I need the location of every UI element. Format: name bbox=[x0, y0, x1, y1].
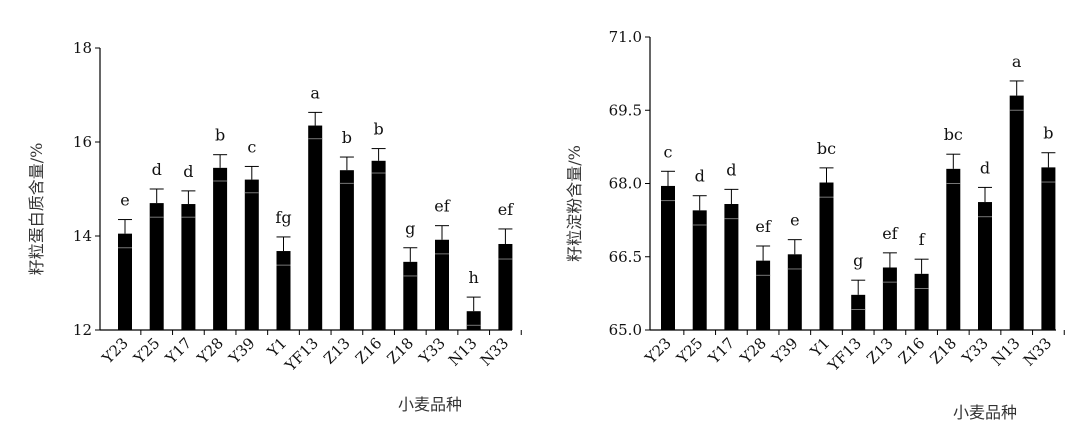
x-category-label: Z16 bbox=[895, 334, 929, 368]
significance-letter: a bbox=[1012, 52, 1022, 71]
y-tick-label: 71.0 bbox=[609, 28, 642, 46]
bar bbox=[978, 202, 992, 330]
significance-letter: e bbox=[790, 211, 799, 230]
bar bbox=[435, 239, 449, 330]
x-category-label: N33 bbox=[1020, 334, 1056, 370]
significance-letter: b bbox=[215, 126, 225, 145]
significance-letter: b bbox=[342, 128, 352, 147]
bar bbox=[371, 160, 386, 330]
significance-letter: bc bbox=[817, 139, 836, 158]
y-axis-title: 籽粒淀粉含量/% bbox=[565, 145, 584, 262]
bar bbox=[692, 210, 707, 330]
x-category-label: Y23 bbox=[98, 334, 132, 368]
y-tick-label: 18 bbox=[73, 39, 92, 57]
y-tick-label: 14 bbox=[73, 227, 92, 245]
bar bbox=[339, 170, 354, 330]
significance-letter: ef bbox=[434, 197, 450, 216]
y-tick-label: 69.5 bbox=[609, 101, 642, 119]
significance-letter: e bbox=[120, 191, 129, 210]
bar bbox=[498, 243, 513, 330]
bar bbox=[118, 233, 132, 330]
significance-letter: ef bbox=[755, 217, 771, 236]
significance-letter: d bbox=[152, 160, 162, 179]
significance-letter: g bbox=[405, 219, 415, 238]
y-tick-label: 65.0 bbox=[609, 321, 642, 339]
significance-letter: g bbox=[853, 251, 863, 270]
x-category-label: Z18 bbox=[927, 334, 961, 368]
x-category-label: Y25 bbox=[130, 334, 164, 368]
y-tick-label: 16 bbox=[73, 133, 92, 151]
bar bbox=[244, 179, 259, 330]
x-category-label: Z13 bbox=[320, 334, 354, 368]
significance-letter: f bbox=[919, 230, 926, 249]
protein-content-chart: 12 14 16 18 籽粒蛋白质含量/% e Y23 d Y25 d Y17 b Y28 c Y39 fg Y… bbox=[27, 39, 522, 414]
x-category-label: Y39 bbox=[768, 334, 802, 368]
bar bbox=[466, 311, 481, 330]
x-category-label: Z18 bbox=[384, 334, 418, 368]
significance-letter: b bbox=[1043, 124, 1053, 143]
x-category-label: Y28 bbox=[193, 334, 227, 368]
significance-letter: ef bbox=[498, 200, 514, 219]
significance-letter: d bbox=[726, 160, 736, 179]
significance-letter: ef bbox=[882, 224, 898, 243]
x-category-label: N13 bbox=[445, 334, 481, 370]
bar bbox=[946, 168, 961, 330]
significance-letter: c bbox=[664, 142, 673, 161]
x-category-label: Y17 bbox=[704, 334, 738, 368]
significance-letter: d bbox=[183, 162, 193, 181]
x-axis-title: 小麦品种 bbox=[953, 403, 1017, 422]
x-category-label: YF13 bbox=[824, 334, 865, 375]
x-category-label: N33 bbox=[477, 334, 513, 370]
x-category-label: Y33 bbox=[958, 334, 992, 368]
y-axis-title: 籽粒蛋白质含量/% bbox=[27, 143, 46, 276]
significance-letter: a bbox=[310, 83, 320, 102]
x-category-label: Y25 bbox=[673, 334, 707, 368]
x-category-label: Y33 bbox=[415, 334, 449, 368]
bar bbox=[914, 273, 929, 330]
x-category-label: Y39 bbox=[225, 334, 259, 368]
bar bbox=[661, 185, 675, 330]
bar bbox=[149, 203, 164, 330]
significance-letter: b bbox=[373, 120, 383, 139]
significance-letter: d bbox=[695, 167, 705, 186]
x-category-label: Z13 bbox=[863, 334, 897, 368]
bar bbox=[756, 260, 771, 330]
x-category-label: Y28 bbox=[736, 334, 770, 368]
significance-letter: d bbox=[980, 158, 990, 177]
x-category-label: N13 bbox=[988, 334, 1024, 370]
x-category-label: Y17 bbox=[161, 334, 195, 368]
y-tick-label: 66.5 bbox=[609, 248, 642, 266]
bar bbox=[724, 204, 739, 330]
x-axis-title: 小麦品种 bbox=[398, 395, 462, 414]
y-tick-label: 68.0 bbox=[609, 175, 642, 193]
significance-letter: fg bbox=[275, 208, 291, 227]
starch-content-chart: 65.0 66.5 68.0 69.5 71.0 籽粒淀粉含量/% c Y23 d Y25 d Y17… bbox=[565, 28, 1065, 422]
bar bbox=[181, 204, 196, 330]
significance-letter: h bbox=[469, 268, 479, 287]
x-category-label: Z16 bbox=[352, 334, 386, 368]
bar bbox=[819, 182, 834, 330]
bar bbox=[276, 251, 291, 330]
significance-letter: bc bbox=[944, 125, 963, 144]
bar bbox=[851, 294, 866, 330]
bar bbox=[787, 254, 802, 330]
bar bbox=[308, 125, 323, 330]
y-tick-label: 12 bbox=[73, 321, 92, 339]
bar bbox=[213, 167, 228, 330]
x-category-label: YF13 bbox=[281, 334, 322, 375]
significance-letter: c bbox=[247, 137, 256, 156]
bar bbox=[403, 261, 418, 330]
bar bbox=[1009, 95, 1024, 330]
bar bbox=[882, 267, 897, 330]
x-category-label: Y23 bbox=[641, 334, 675, 368]
bar bbox=[1041, 167, 1056, 330]
